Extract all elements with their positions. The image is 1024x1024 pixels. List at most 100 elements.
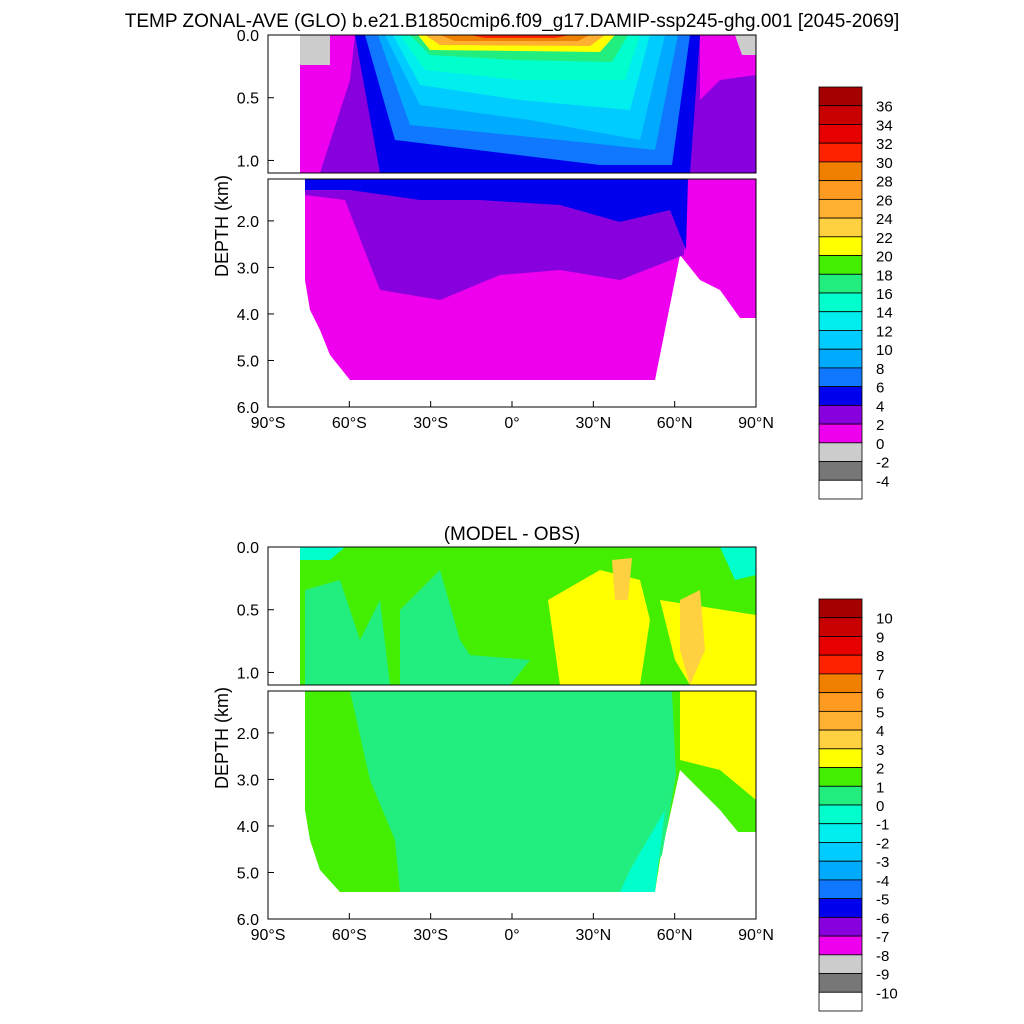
colorbar-label: -3 [876,854,889,871]
bottom-region-orange-surface [612,558,632,600]
top-upper-section [268,35,756,173]
colorbar-label: 28 [876,174,893,191]
bottom-chart-title: (MODEL - OBS) [444,524,581,545]
colorbar-label: 4 [876,723,884,740]
colorbar-box [818,105,863,125]
x-tick-label: 60°N [657,927,693,944]
x-tick-label: 90°S [251,415,286,432]
colorbar-label: 18 [876,267,893,284]
y-tick-label: 2.0 [237,726,259,743]
colorbar-label: 5 [876,704,884,721]
colorbar-label: -4 [876,873,889,890]
x-tick-label: 90°N [738,415,774,432]
top-region-30 [470,35,570,38]
colorbar-box [818,617,863,637]
bottom-region-orange-north [680,590,705,685]
colorbar-box [818,86,863,107]
bottom-upper-frame [267,546,757,686]
colorbar-label: 32 [876,136,893,153]
colorbar-box [818,461,863,481]
colorbar-box [818,935,863,956]
colorbar-box [818,860,863,881]
colorbar-box [818,598,863,619]
bottom-region-cyan-surface [300,547,345,560]
bottom-upper-section [268,547,756,685]
colorbar-label: 36 [876,99,893,116]
colorbar-label: -8 [876,948,889,965]
colorbar-box [818,404,863,425]
top-ylabel: DEPTH (km) [212,175,232,277]
y-tick-label: 0.5 [237,91,259,108]
bottom-region-light-green-mid [400,570,530,685]
y-tick-label: 5.0 [237,865,259,882]
y-tick-label: 3.0 [237,260,259,277]
colorbar-box [818,692,863,712]
colorbar-label: 6 [876,380,884,397]
x-tick-label: 30°S [413,415,448,432]
colorbar-label: 8 [876,648,884,665]
colorbar-box [818,236,863,256]
y-tick-label: 2.0 [237,214,259,231]
top-region-deep-blue [305,179,688,250]
x-tick-label: 90°S [251,927,286,944]
colorbar-label: 10 [876,611,893,628]
colorbar-box [818,198,863,219]
colorbar-label: -10 [876,985,898,1002]
colorbar-label: 34 [876,117,893,134]
colorbar-box [818,748,863,768]
colorbar-box [818,710,863,731]
colorbar-box [818,423,863,444]
top-axis-ticks: 90°S 60°S 30°S 0° 30°N 60°N 90°N 0.0 0.5 1.0 2.0 3.… [237,28,774,432]
colorbar-label: -1 [876,817,889,834]
colorbar-label: -4 [876,473,889,490]
colorbar-label: 10 [876,342,893,359]
colorbar-label: -2 [876,455,889,472]
colorbar-label: 12 [876,323,893,340]
top-lower-section [268,179,756,407]
y-tick-label: 0.5 [237,603,259,620]
colorbar-box [818,729,863,750]
colorbar-box [818,292,863,313]
top-chart-title: TEMP ZONAL-AVE (GLO) b.e21.B1850cmip6.f0… [125,11,900,32]
colorbar-box [818,367,863,388]
bottom-region-light-green-deep [350,691,676,892]
y-tick-label: 4.0 [237,819,259,836]
colorbar-box [818,898,863,918]
colorbar-label: -6 [876,910,889,927]
colorbar-box [818,161,863,182]
top-upper-frame [267,34,757,174]
colorbar-label: 6 [876,686,884,703]
x-tick-label: 60°S [332,415,367,432]
colorbar-box [818,991,863,1012]
colorbar-box [818,386,863,406]
colorbar-label: -7 [876,929,889,946]
bottom-axis-ticks: 90°S 60°S 30°S 0° 30°N 60°N 90°N 0.0 0.5 1.0 2.0 3.… [237,540,774,944]
colorbar-label: -9 [876,967,889,984]
bottom-region-light-green-south [305,580,390,685]
colorbar-label: 1 [876,779,884,796]
x-tick-label: 90°N [738,927,774,944]
bottom-region-yellow-deep [680,691,756,800]
colorbar-label: 2 [876,417,884,434]
colorbar-box [818,954,863,974]
colorbar-box [818,180,863,200]
colorbar-label: 22 [876,230,893,247]
y-tick-label: 6.0 [237,400,259,417]
colorbar-box [818,442,863,462]
colorbar-label: 14 [876,305,893,322]
bottom-ylabel: DEPTH (km) [212,687,232,789]
colorbar-label: 30 [876,155,893,172]
colorbar-box [818,479,863,500]
bottom-region-cyan-deep [620,810,665,892]
top-land-south [268,35,300,173]
top-ice-south [300,35,330,65]
top-region-magenta-south [300,35,355,173]
colorbar-label: 20 [876,249,893,266]
colorbar-box [818,654,863,675]
y-tick-label: 1.0 [237,665,259,682]
colorbar-box [818,330,863,350]
colorbar-label: 0 [876,436,884,453]
colorbar-box [818,879,863,900]
